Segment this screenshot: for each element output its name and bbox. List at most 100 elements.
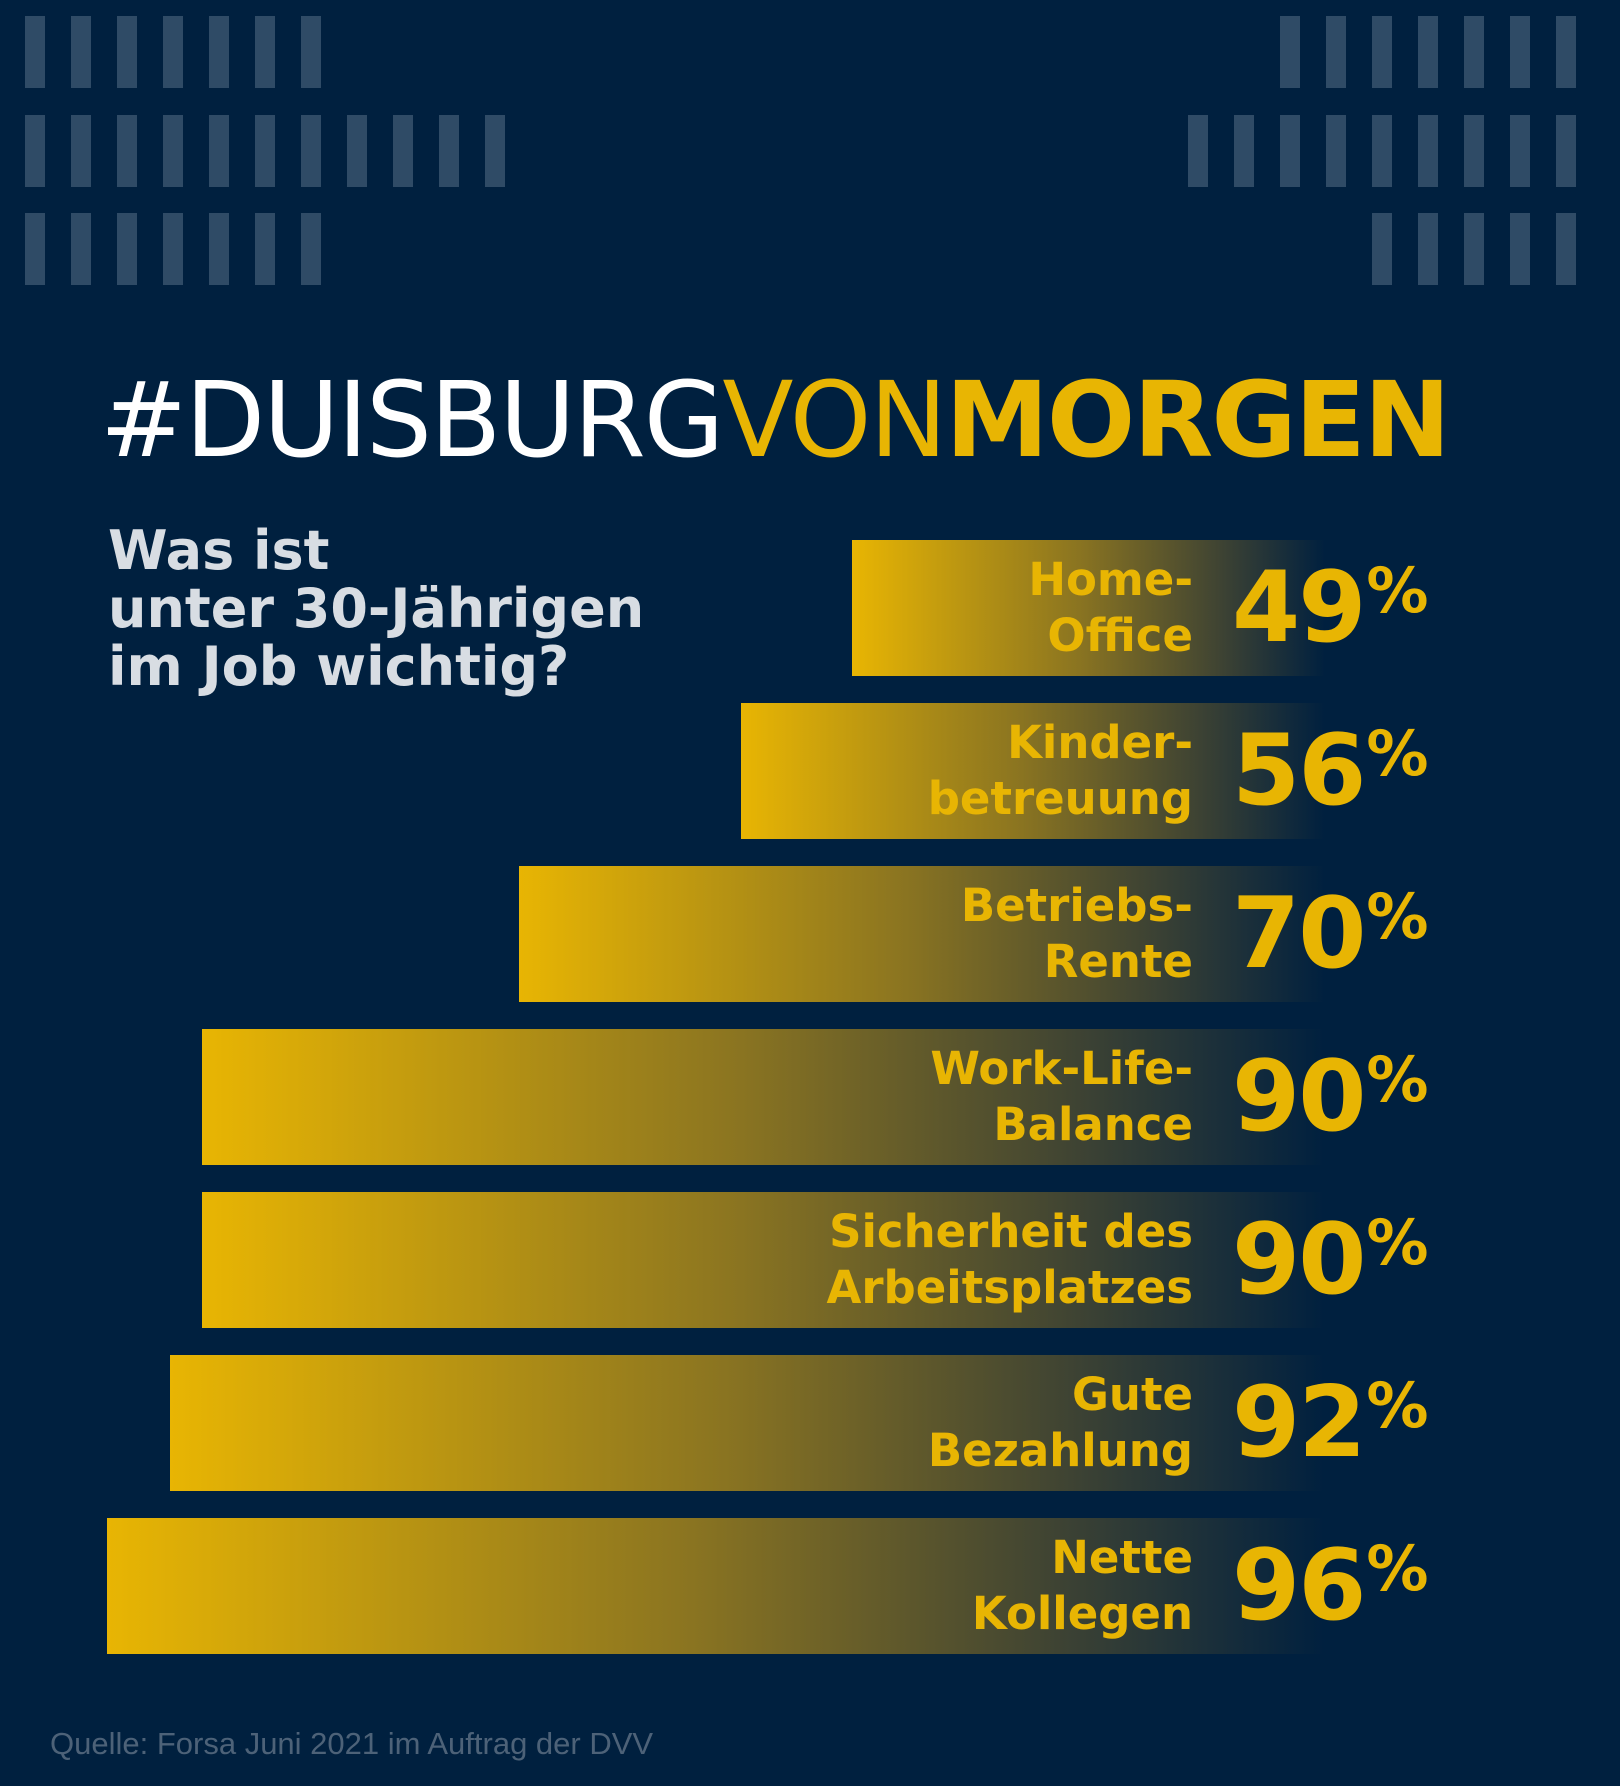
bar	[741, 703, 1325, 839]
bar-label-line: Rente	[1043, 935, 1193, 988]
title-part-von: VON	[722, 359, 947, 481]
stripe	[439, 115, 459, 187]
stripe	[163, 213, 183, 285]
percent-sign: %	[1366, 880, 1428, 953]
bar-value-number: 56	[1232, 714, 1366, 828]
stripe	[25, 115, 45, 187]
bar-label-line: Work-Life-	[930, 1042, 1193, 1095]
stripe	[1188, 115, 1208, 187]
stripe	[209, 115, 229, 187]
bar-label-line: betreuung	[927, 772, 1193, 825]
stripe	[393, 115, 413, 187]
bar-value: 90%	[1232, 1192, 1429, 1328]
question-line: im Job wichtig?	[108, 635, 570, 698]
stripe	[1280, 16, 1300, 88]
percent-sign: %	[1366, 1206, 1428, 1279]
bar-label: Betriebs- Rente	[0, 866, 1193, 1002]
bar-label: Sicherheit des Arbeitsplatzes	[0, 1192, 1193, 1328]
bar-value-number: 92	[1232, 1366, 1366, 1480]
stripe	[1418, 213, 1438, 285]
bar-value: 49%	[1232, 540, 1429, 676]
bar-value-number: 70	[1232, 877, 1366, 991]
bar-label-line: Arbeitsplatzes	[826, 1261, 1193, 1314]
percent-sign: %	[1366, 1369, 1428, 1442]
chart-question: Was ist unter 30-Jährigen im Job wichtig…	[108, 522, 644, 696]
stripe	[301, 115, 321, 187]
bar	[852, 540, 1325, 676]
stripe	[25, 16, 45, 88]
bar-label-line: Office	[1047, 609, 1193, 662]
percent-sign: %	[1366, 554, 1428, 627]
bar	[107, 1518, 1325, 1654]
percent-sign: %	[1366, 1532, 1428, 1605]
bar-label: Home- Office	[0, 540, 1193, 676]
stripe	[1280, 115, 1300, 187]
page-title: #DUISBURGVONMORGEN	[100, 359, 1451, 481]
bar-value: 70%	[1232, 866, 1429, 1002]
bar-label-line: Kollegen	[971, 1587, 1193, 1640]
bar-label-line: Kinder-	[1007, 716, 1193, 769]
bar-label: Work-Life- Balance	[0, 1029, 1193, 1165]
stripe	[255, 16, 275, 88]
bar-value-number: 49	[1232, 551, 1366, 665]
bar	[202, 1192, 1325, 1328]
stripe	[1510, 213, 1530, 285]
stripe	[1556, 115, 1576, 187]
stripe	[1418, 16, 1438, 88]
stripe	[1372, 16, 1392, 88]
stripe	[1464, 213, 1484, 285]
stripe	[1556, 213, 1576, 285]
percent-sign: %	[1366, 1043, 1428, 1116]
stripe	[117, 16, 137, 88]
stripe	[1464, 115, 1484, 187]
question-line: Was ist	[108, 519, 330, 582]
source-note: Quelle: Forsa Juni 2021 im Auftrag der D…	[50, 1726, 654, 1761]
title-part-duisburg: #DUISBURG	[100, 359, 724, 481]
stripe	[1234, 115, 1254, 187]
stripe	[301, 16, 321, 88]
bar-label-line: Home-	[1028, 553, 1193, 606]
stripe	[163, 115, 183, 187]
stripe	[347, 115, 367, 187]
bar-value: 56%	[1232, 703, 1429, 839]
bar-label-line: Bezahlung	[927, 1424, 1193, 1477]
bar-label-line: Sicherheit des	[829, 1205, 1193, 1258]
bar-value: 90%	[1232, 1029, 1429, 1165]
stripe	[25, 213, 45, 285]
stripe	[1556, 16, 1576, 88]
percent-sign: %	[1366, 717, 1428, 790]
bar-label: Nette Kollegen	[0, 1518, 1193, 1654]
bar-value-number: 90	[1232, 1040, 1366, 1154]
stripe	[209, 16, 229, 88]
bar	[519, 866, 1325, 1002]
stripe	[1326, 115, 1346, 187]
stripe	[1326, 16, 1346, 88]
stripe	[485, 115, 505, 187]
bar-value-number: 90	[1232, 1203, 1366, 1317]
stripe	[1372, 213, 1392, 285]
bar-value-number: 96	[1232, 1529, 1366, 1643]
decorative-stripes	[0, 0, 1620, 300]
stripe	[71, 16, 91, 88]
stripe	[163, 16, 183, 88]
stripe	[117, 115, 137, 187]
stripe	[255, 213, 275, 285]
stripe	[1510, 115, 1530, 187]
stripe	[1418, 115, 1438, 187]
stripe	[71, 115, 91, 187]
stripe	[117, 213, 137, 285]
question-line: unter 30-Jährigen	[108, 577, 645, 640]
bar-value: 96%	[1232, 1518, 1429, 1654]
stripe	[1372, 115, 1392, 187]
title-part-morgen: MORGEN	[945, 359, 1450, 481]
bar-label-line: Balance	[993, 1098, 1193, 1151]
bar	[170, 1355, 1325, 1491]
stripe	[1510, 16, 1530, 88]
bar	[202, 1029, 1325, 1165]
bar-value: 92%	[1232, 1355, 1429, 1491]
bar-label: Gute Bezahlung	[0, 1355, 1193, 1491]
bar-label-line: Gute	[1071, 1368, 1193, 1421]
bar-label-line: Nette	[1051, 1531, 1193, 1584]
stripe	[1464, 16, 1484, 88]
